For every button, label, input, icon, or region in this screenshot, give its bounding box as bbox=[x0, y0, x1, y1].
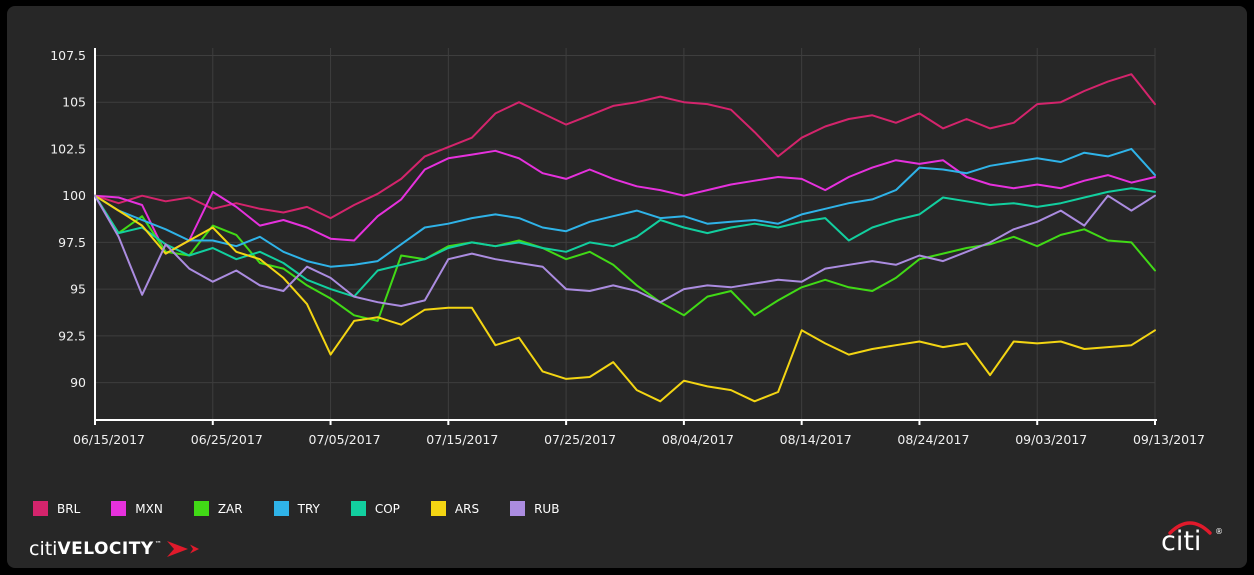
series-line-brl bbox=[94, 73, 1156, 220]
legend-item-brl[interactable]: BRL bbox=[33, 501, 80, 516]
legend-label: BRL bbox=[57, 501, 81, 516]
legend-label: ZAR bbox=[217, 501, 243, 516]
legend-label: RUB bbox=[534, 501, 560, 516]
legend-item-mxn[interactable]: MXN bbox=[111, 501, 163, 516]
x-tick-label: 08/24/2017 bbox=[897, 432, 969, 447]
legend-label: COP bbox=[374, 501, 400, 516]
chart-panel: 90 92.5 95 97.5 100 102.5 105 107.5 06/15/2017 06… bbox=[7, 6, 1247, 568]
y-tick-label: 95 bbox=[70, 282, 86, 297]
legend-item-try[interactable]: TRY bbox=[273, 501, 320, 516]
legend-item-cop[interactable]: COP bbox=[350, 501, 400, 516]
legend-item-zar[interactable]: ZAR bbox=[193, 501, 243, 516]
citi-logo-text: citi bbox=[1161, 526, 1201, 556]
legend-swatch-brl bbox=[33, 501, 48, 516]
performance-chart[interactable]: 90 92.5 95 97.5 100 102.5 105 107.5 06/15/2017 06… bbox=[7, 6, 1247, 466]
y-tick-label: 102.5 bbox=[50, 141, 86, 156]
y-tick-label: 105 bbox=[62, 95, 86, 110]
legend-swatch-zar bbox=[193, 501, 209, 516]
registered-symbol: ® bbox=[1215, 527, 1223, 536]
series-line-try bbox=[94, 147, 1156, 268]
x-tick-label: 07/15/2017 bbox=[426, 432, 498, 447]
legend-swatch-cop bbox=[350, 501, 366, 516]
x-tick-label: 06/25/2017 bbox=[191, 432, 263, 447]
chart-legend: BRL MXN ZAR TRY COP ARS RUB bbox=[33, 501, 559, 516]
y-tick-label: 97.5 bbox=[58, 235, 86, 250]
series-line-rub bbox=[94, 194, 1156, 307]
citivelocity-arrow-icon bbox=[166, 541, 199, 557]
citivelocity-logo[interactable]: citi VELOCITY ™ bbox=[29, 538, 199, 560]
series-line-cop bbox=[94, 187, 1156, 298]
citivelocity-velocity-text: VELOCITY bbox=[57, 539, 154, 559]
y-tick-label: 92.5 bbox=[58, 328, 86, 343]
legend-item-ars[interactable]: ARS bbox=[430, 501, 480, 516]
x-tick-label: 09/13/2017 bbox=[1133, 432, 1205, 447]
legend-swatch-try bbox=[273, 501, 289, 516]
citi-logo-arc bbox=[1168, 521, 1212, 535]
plot-area[interactable] bbox=[95, 48, 1155, 420]
series-line-ars bbox=[94, 194, 1156, 403]
x-tick-label: 06/15/2017 bbox=[73, 432, 145, 447]
y-tick-label: 90 bbox=[70, 375, 86, 390]
x-tick-label: 09/03/2017 bbox=[1015, 432, 1087, 447]
trademark-symbol: ™ bbox=[154, 540, 162, 548]
legend-swatch-ars bbox=[430, 501, 446, 516]
legend-label: TRY bbox=[297, 501, 320, 516]
legend-label: MXN bbox=[135, 501, 163, 516]
citi-logo: citi ® bbox=[1157, 520, 1225, 560]
series-line-mxn bbox=[94, 149, 1156, 255]
legend-swatch-rub bbox=[510, 501, 526, 516]
legend-swatch-mxn bbox=[111, 501, 127, 516]
legend-item-rub[interactable]: RUB bbox=[510, 501, 559, 516]
legend-label: ARS bbox=[454, 501, 480, 516]
footer: citi VELOCITY ™ citi ® bbox=[7, 520, 1247, 562]
x-tick-label: 07/25/2017 bbox=[544, 432, 616, 447]
x-tick-label: 08/04/2017 bbox=[662, 432, 734, 447]
y-tick-label: 100 bbox=[62, 188, 86, 203]
y-tick-label: 107.5 bbox=[50, 48, 86, 63]
x-tick-label: 07/05/2017 bbox=[309, 432, 381, 447]
citivelocity-citi-text: citi bbox=[29, 538, 58, 560]
x-tick-label: 08/14/2017 bbox=[780, 432, 852, 447]
